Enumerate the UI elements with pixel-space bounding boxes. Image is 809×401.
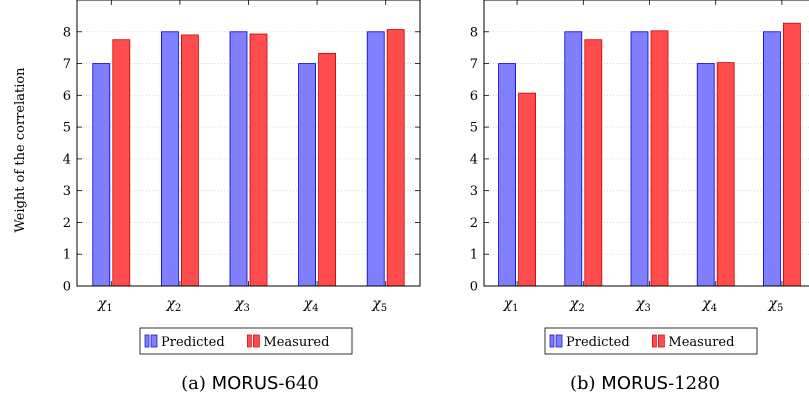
bar-predicted-4 [696,63,715,287]
x-tick-label: χ4 [303,296,319,314]
chart-panel-a: 0 1 2 3 4 5 6 7 8 χ1 χ2 χ3 χ4 χ5 Weight of the correla… [13,0,421,394]
bar-measured-3 [650,30,669,287]
legend-swatch-predicted [144,334,158,348]
panel-caption: (b) MORUS-1280 [570,373,720,394]
x-tick-label: χ4 [701,296,717,314]
bar-measured-4 [318,52,337,287]
bar-measured-2 [180,34,199,287]
y-tick-label: 7 [470,57,478,72]
x-tick-label: χ1 [503,296,519,314]
legend-label-predicted: Predicted [161,335,225,350]
x-tick-label: χ3 [234,296,250,314]
y-tick-label: 6 [470,89,478,104]
x-tick-label: χ2 [165,296,181,314]
y-tick-label: 5 [470,121,478,136]
y-tick-label: 4 [63,152,71,167]
legend-swatch-measured [652,334,665,348]
x-tick-label: χ5 [371,296,387,314]
y-axis-label: Weight of the correlation [13,67,28,233]
y-tick-label: 6 [63,89,71,104]
bar-predicted-2 [160,31,179,287]
panel-caption: (a) MORUS-640 [181,373,319,394]
bar-predicted-3 [229,31,248,287]
y-tick-label: 3 [63,184,71,199]
legend: Predicted Measured [544,327,758,355]
chart-panel-b: 0 1 2 3 4 5 6 7 8 χ1 χ2 χ3 χ4 χ5 Predicted Measured (b) … [470,0,809,394]
bar-measured-1 [112,39,131,287]
y-tick-label: 8 [63,25,71,40]
y-tick-label: 1 [63,248,71,263]
bar-measured-3 [249,33,268,287]
y-tick-label: 4 [470,152,478,167]
bar-measured-5 [386,29,405,287]
y-tick-label: 0 [470,280,478,295]
bar-predicted-4 [298,63,317,287]
bar-predicted-1 [92,63,111,287]
plot-frame [483,0,809,287]
bar-measured-4 [716,62,735,287]
legend-swatch-predicted [549,334,563,348]
x-tick-label: χ1 [97,296,113,314]
legend-label-measured: Measured [263,335,329,350]
bar-predicted-5 [366,31,385,287]
y-tick-label: 8 [470,25,478,40]
legend-box [139,327,353,355]
y-tick-label: 5 [63,121,71,136]
y-tick-label: 2 [63,216,71,231]
bar-predicted-5 [763,31,781,287]
legend-box [544,327,758,355]
legend-label-measured: Measured [668,335,734,350]
plot-frame [76,0,421,287]
y-tick-label: 0 [63,280,71,295]
y-tick-label: 3 [470,184,478,199]
legend-label-predicted: Predicted [566,335,630,350]
bar-predicted-3 [630,31,649,287]
x-tick-label: χ2 [569,296,585,314]
legend: Predicted Measured [139,327,353,355]
y-tick-label: 2 [470,216,478,231]
legend-swatch-measured [247,334,260,348]
bar-predicted-1 [498,63,517,287]
x-tick-label: χ5 [767,296,783,314]
bar-measured-1 [518,92,536,287]
y-tick-label: 7 [63,57,71,72]
x-tick-label: χ3 [635,296,651,314]
bar-predicted-2 [564,31,583,287]
bar-measured-2 [584,39,603,287]
y-tick-label: 1 [470,248,478,263]
bar-measured-5 [783,22,801,287]
